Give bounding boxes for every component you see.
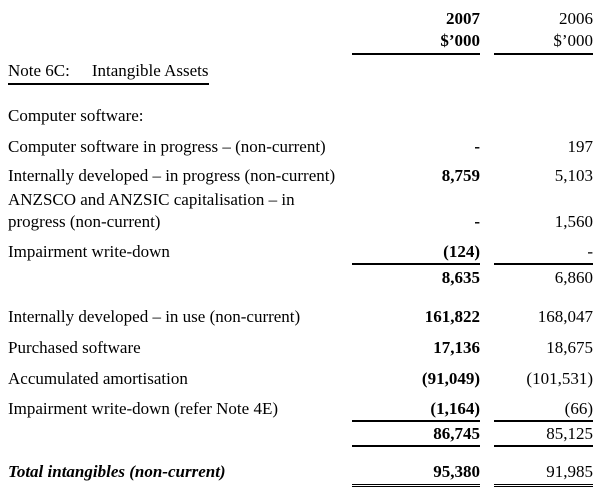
table-row: Computer software in progress – (non-cur…: [8, 136, 593, 158]
value-2007: (1,164): [352, 398, 480, 422]
value-2006: 6,860: [554, 268, 593, 287]
table-row: Internally developed – in progress (non-…: [8, 165, 593, 187]
value-2007: 95,380: [352, 461, 480, 487]
value-2006: (101,531): [526, 369, 593, 388]
table-row: Accumulated amortisation (91,049) (101,5…: [8, 368, 593, 390]
row-label: Total intangibles (non-current): [8, 462, 226, 481]
note-heading: Note 6C: Intangible Assets: [8, 60, 593, 85]
subtotal-row: 8,635 6,860: [8, 267, 593, 289]
value-2006: 85,125: [494, 423, 593, 447]
value-2007: -: [474, 137, 480, 156]
note-heading-underline: Note 6C: Intangible Assets: [8, 60, 209, 85]
row-label: Computer software in progress – (non-cur…: [8, 137, 326, 156]
units-2006-header: $’000: [494, 30, 593, 55]
value-2006: 5,103: [554, 166, 593, 185]
value-2006: 168,047: [537, 307, 593, 326]
value-2007: -: [474, 212, 480, 231]
row-label: Internally developed – in use (non-curre…: [8, 307, 301, 326]
row-label: Impairment write-down: [8, 242, 170, 261]
value-2007: 161,822: [424, 307, 480, 326]
row-label: Purchased software: [8, 338, 141, 357]
units-header-row: $’000 $’000: [8, 30, 593, 55]
value-2006: 1,560: [554, 212, 593, 231]
row-label: Internally developed – in progress (non-…: [8, 166, 336, 185]
note-number: Note 6C:: [8, 61, 70, 80]
value-2007: 86,745: [352, 423, 480, 447]
value-2007: 8,635: [441, 268, 480, 287]
year-2007-header: 2007: [446, 9, 480, 28]
value-2006: 91,985: [494, 461, 593, 487]
value-2006: 18,675: [546, 338, 593, 357]
units-2007-header: $’000: [352, 30, 480, 55]
section-label-row: Computer software:: [8, 105, 593, 127]
value-2007: (124): [352, 241, 480, 265]
table-row: Internally developed – in use (non-curre…: [8, 306, 593, 328]
value-2006: 197: [567, 137, 594, 156]
table-row: Impairment write-down (refer Note 4E) (1…: [8, 398, 593, 422]
table-row: Impairment write-down (124) -: [8, 241, 593, 265]
year-2006-header: 2006: [559, 9, 593, 28]
row-label: Computer software:: [8, 106, 144, 125]
value-2006: (66): [494, 398, 593, 422]
table-row: ANZSCO and ANZSIC capitalisation – in pr…: [8, 189, 593, 233]
value-2007: 8,759: [441, 166, 480, 185]
value-2007: 17,136: [433, 338, 480, 357]
value-2007: (91,049): [421, 369, 480, 388]
total-row: Total intangibles (non-current) 95,380 9…: [8, 461, 593, 487]
year-header-row: 2007 2006: [8, 8, 593, 30]
row-label: Accumulated amortisation: [8, 369, 188, 388]
subtotal-row: 86,745 85,125: [8, 423, 593, 447]
value-2006: -: [494, 241, 593, 265]
row-label: ANZSCO and ANZSIC capitalisation – in pr…: [8, 190, 295, 231]
row-label: Impairment write-down (refer Note 4E): [8, 399, 278, 418]
note-title: Intangible Assets: [91, 61, 209, 80]
table-row: Purchased software 17,136 18,675: [8, 337, 593, 359]
